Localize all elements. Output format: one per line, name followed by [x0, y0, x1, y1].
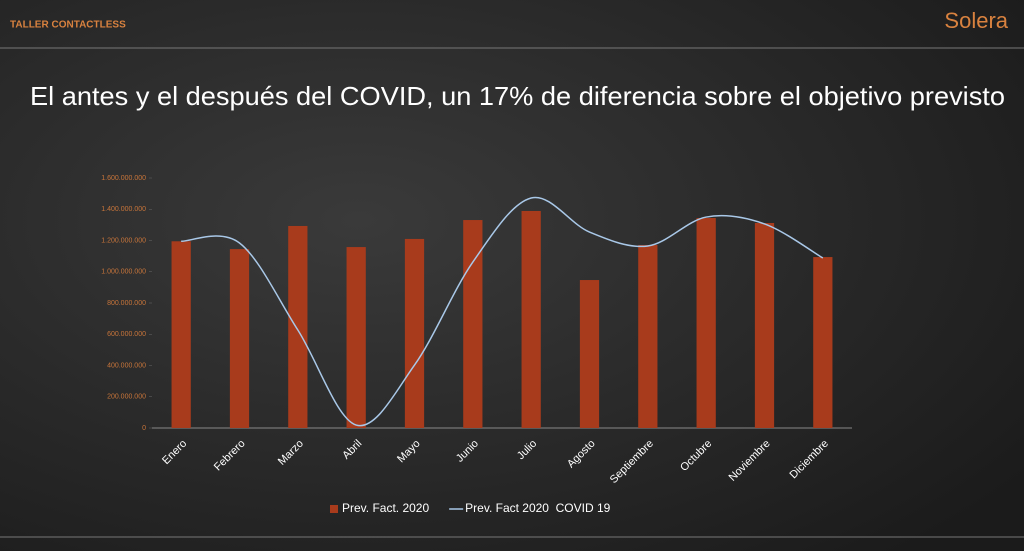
legend-swatch: [330, 505, 338, 513]
bar: [288, 225, 308, 428]
y-tick-label: 600.000.000: [107, 331, 146, 338]
bar: [813, 257, 833, 428]
y-tick-label: 400.000.000: [107, 362, 146, 369]
bar: [696, 218, 716, 428]
legend-label: Prev. Fact. 2020: [342, 501, 429, 515]
y-tick-label: 200.000.000: [107, 394, 146, 401]
bar: [754, 223, 775, 428]
y-tick-label: 1.600.000.000: [101, 175, 146, 182]
bar: [171, 241, 191, 428]
bar: [229, 249, 250, 428]
bar: [638, 245, 658, 428]
logo: Solera: [944, 8, 1008, 33]
chart-title: El antes y el después del COVID, un 17% …: [30, 81, 1005, 111]
y-tick-label: 1.000.000.000: [101, 269, 146, 276]
bar: [463, 220, 483, 428]
line: [181, 196, 824, 427]
y-tick-label: 0: [142, 425, 146, 432]
bar: [521, 210, 541, 428]
bar: [404, 238, 425, 428]
section-label: TALLER CONTACTLESS: [10, 20, 126, 31]
bar: [346, 247, 366, 428]
y-tick-label: 1.200.000.000: [101, 237, 146, 244]
y-tick-label: 1.400.000.000: [101, 206, 146, 213]
bar: [579, 280, 600, 428]
legend-label: Prev. Fact 2020 COVID 19: [465, 501, 610, 515]
y-tick-label: 800.000.000: [107, 300, 146, 307]
